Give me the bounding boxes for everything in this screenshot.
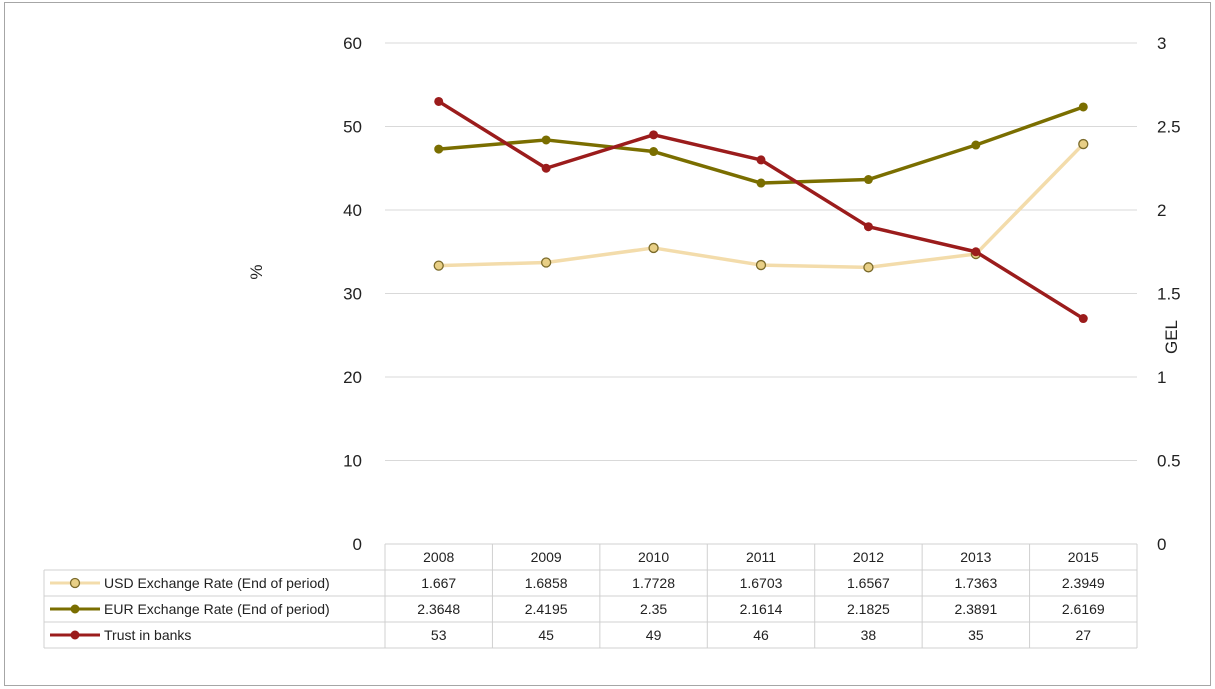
legend-key-marker — [70, 630, 80, 640]
left-tick-label: 30 — [343, 285, 362, 304]
left-axis-ticks: 0 10 20 30 40 50 60 — [343, 34, 362, 554]
trust-in-banks-point — [434, 96, 444, 106]
data-label: 2.3648 — [417, 601, 460, 617]
data-label: 2.3949 — [1062, 575, 1105, 591]
data-label: 1.6567 — [847, 575, 890, 591]
data-label: 45 — [538, 627, 554, 643]
data-label: 2.1614 — [740, 601, 783, 617]
left-tick-label: 20 — [343, 368, 362, 387]
data-label: 1.7363 — [954, 575, 997, 591]
legend-label: USD Exchange Rate (End of period) — [104, 575, 330, 591]
trust-in-banks-point — [971, 247, 981, 257]
right-tick-label: 3 — [1157, 34, 1166, 53]
data-label: 27 — [1075, 627, 1091, 643]
right-tick-label: 0.5 — [1157, 452, 1181, 471]
eur-rate-point — [1078, 102, 1088, 112]
usd-rate-point — [540, 257, 552, 268]
data-label: 38 — [861, 627, 877, 643]
right-tick-label: 0 — [1157, 535, 1166, 554]
trust-in-banks-point — [541, 163, 551, 173]
data-label: 2.1825 — [847, 601, 890, 617]
left-tick-label: 40 — [343, 201, 362, 220]
data-label: 46 — [753, 627, 769, 643]
trust-in-banks-point — [1078, 314, 1088, 324]
data-label: 1.667 — [421, 575, 456, 591]
eur-rate-point — [649, 147, 659, 157]
right-tick-label: 2.5 — [1157, 118, 1181, 137]
data-label: 1.6703 — [740, 575, 783, 591]
chart-frame — [4, 2, 1211, 686]
eur-rate-point — [541, 135, 551, 145]
eur-rate-point — [971, 140, 981, 150]
trust-in-banks-point — [756, 155, 766, 165]
left-tick-label: 60 — [343, 34, 362, 53]
x-tick-label: 2015 — [1068, 549, 1099, 565]
left-tick-label: 0 — [353, 535, 362, 554]
eur-rate-point — [434, 144, 444, 154]
x-tick-label: 2010 — [638, 549, 669, 565]
legend-label: EUR Exchange Rate (End of period) — [104, 601, 330, 617]
left-tick-label: 10 — [343, 452, 362, 471]
data-label: 2.6169 — [1062, 601, 1105, 617]
right-axis-ticks: 0 0.5 1 1.5 2 2.5 3 — [1157, 34, 1181, 554]
x-tick-label: 2011 — [746, 549, 776, 565]
legend-label: Trust in banks — [104, 627, 191, 643]
x-tick-label: 2008 — [423, 549, 454, 565]
right-axis-title: GEL — [1162, 320, 1181, 354]
data-label: 49 — [646, 627, 662, 643]
x-tick-label: 2013 — [960, 549, 991, 565]
legend-key-marker — [69, 577, 81, 589]
data-label: 53 — [431, 627, 447, 643]
gridlines — [385, 42, 1137, 461]
data-label: 35 — [968, 627, 984, 643]
usd-rate-point — [755, 259, 767, 271]
trust-in-banks-point — [649, 130, 659, 140]
right-tick-label: 1 — [1157, 368, 1166, 387]
usd-rate-point — [1078, 138, 1089, 150]
data-label: 1.6858 — [525, 575, 568, 591]
x-tick-label: 2012 — [853, 549, 884, 565]
usd-rate-point — [433, 260, 444, 271]
usd-rate-point — [863, 262, 874, 273]
data-label: 2.3891 — [954, 601, 997, 617]
series-lines — [433, 96, 1089, 324]
legend-key-marker — [70, 604, 80, 614]
usd-rate-point — [648, 242, 659, 254]
x-tick-label: 2009 — [531, 549, 562, 565]
data-label: 1.7728 — [632, 575, 675, 591]
data-label: 2.4195 — [525, 601, 568, 617]
eur-rate-point — [863, 175, 873, 185]
left-tick-label: 50 — [343, 118, 362, 137]
right-tick-label: 2 — [1157, 201, 1166, 220]
data-table: 2008 2009 2010 2011 2012 2013 2015 USD Exchange… — [43, 543, 1138, 649]
eur-rate-line — [438, 105, 1084, 185]
data-label: 2.35 — [640, 601, 667, 617]
eur-rate-point — [756, 178, 766, 188]
right-tick-label: 1.5 — [1157, 285, 1181, 304]
left-axis-title: % — [247, 264, 266, 279]
trust-in-banks-point — [863, 222, 873, 232]
